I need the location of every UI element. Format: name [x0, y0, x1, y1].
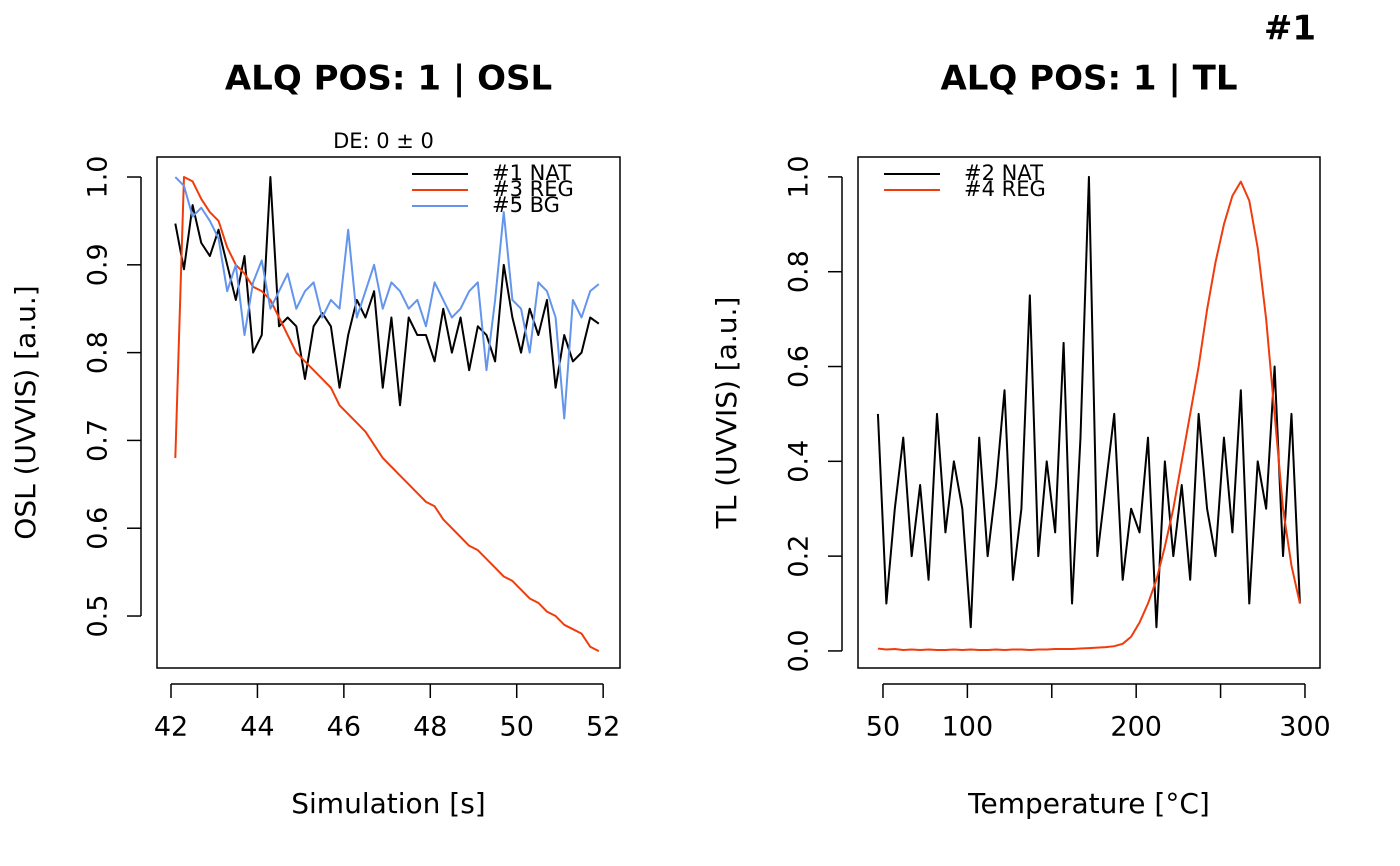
x-tick-label: 48 — [413, 712, 447, 743]
y-tick-label: 0.0 — [784, 629, 815, 672]
y-axis-label: OSL (UVVIS) [a.u.] — [9, 285, 42, 539]
y-tick-label: 0.4 — [784, 440, 815, 483]
y-tick-label: 0.8 — [83, 331, 114, 374]
chart-title: ALQ POS: 1 | OSL — [225, 59, 552, 99]
x-tick-label: 42 — [154, 712, 188, 743]
x-tick-label: 50 — [866, 712, 900, 743]
y-tick-label: 0.6 — [83, 507, 114, 550]
y-tick-label: 0.5 — [83, 595, 114, 638]
legend-label: #1 NAT — [492, 161, 571, 185]
plot-frame — [156, 156, 621, 669]
legend-label: #3 REG — [492, 177, 574, 201]
y-tick-label: 0.2 — [784, 535, 815, 578]
x-axis-label: Temperature [°C] — [967, 787, 1210, 820]
data-line — [877, 180, 1301, 651]
y-tick-label: 0.7 — [83, 419, 114, 462]
x-tick-label: 44 — [240, 712, 274, 743]
plot-frame — [857, 156, 1321, 669]
y-tick-label: 0.9 — [83, 243, 114, 286]
data-line — [876, 175, 1301, 629]
x-tick-label: 300 — [1279, 712, 1331, 743]
chart-subtitle: DE: 0 ± 0 — [333, 129, 434, 153]
legend-label: #4 REG — [964, 177, 1046, 201]
legend-label: #2 NAT — [964, 161, 1043, 185]
y-tick-label: 1.0 — [784, 155, 815, 198]
data-line — [174, 176, 600, 420]
y-tick-label: 1.0 — [83, 156, 114, 199]
page-header: #1 — [1264, 9, 1316, 49]
y-axis-label: TL (UVVIS) [a.u.] — [710, 297, 743, 530]
data-line — [174, 176, 600, 653]
y-tick-label: 0.6 — [784, 345, 815, 388]
x-tick-label: 46 — [327, 712, 361, 743]
x-tick-label: 52 — [586, 712, 620, 743]
legend-label: #5 BG — [492, 193, 560, 217]
x-axis-label: Simulation [s] — [291, 787, 485, 820]
y-tick-label: 0.8 — [784, 250, 815, 293]
x-tick-label: 200 — [1110, 712, 1162, 743]
x-tick-label: 50 — [500, 712, 534, 743]
data-line — [174, 176, 600, 407]
x-tick-label: 100 — [942, 712, 994, 743]
chart-title: ALQ POS: 1 | TL — [940, 59, 1237, 99]
